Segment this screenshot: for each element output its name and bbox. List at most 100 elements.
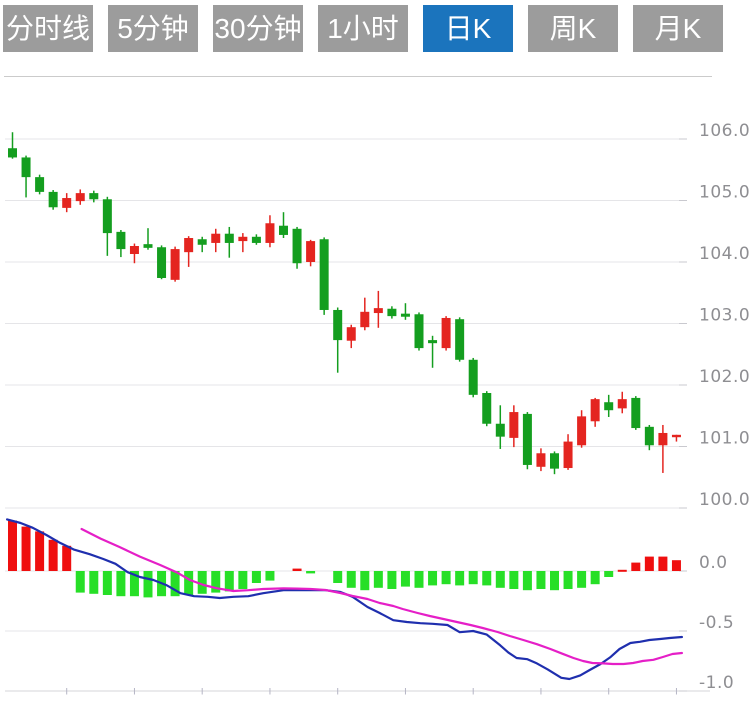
macd-bar-down <box>102 571 112 595</box>
candle <box>468 357 478 398</box>
macd-bar-up <box>631 562 641 571</box>
macd-bar-down <box>400 571 410 587</box>
candle <box>129 243 139 264</box>
period-tabbar: 分时线 5分钟 30分钟 1小时 日K 周K 月K <box>0 5 751 52</box>
candle <box>279 212 288 239</box>
candle <box>577 410 587 448</box>
price-axis-label: 101.0 <box>699 429 750 449</box>
price-axis-label: 106.0 <box>699 121 750 141</box>
candle <box>482 391 492 427</box>
candle <box>157 245 167 280</box>
macd-bar-down <box>89 571 99 594</box>
macd-bar-down <box>536 571 546 589</box>
price-gridlines: 106.0 105.0 104.0 103.0 102.0 101.0 100.0 <box>5 121 750 510</box>
macd-bar-down <box>224 571 234 592</box>
macd-bar-down <box>468 571 478 585</box>
candles-group <box>8 132 681 475</box>
candle <box>360 297 370 331</box>
candle <box>306 239 316 267</box>
candle <box>550 451 559 475</box>
macd-bar-up <box>21 526 31 571</box>
candle <box>184 236 194 267</box>
candle <box>671 434 681 442</box>
tab-timeline[interactable]: 分时线 <box>3 5 93 52</box>
macd-bar-up <box>658 556 668 571</box>
macd-axis-label: 0.0 <box>699 553 728 573</box>
macd-bar-down <box>522 571 532 591</box>
macd-bar-down <box>563 571 573 589</box>
candle <box>400 303 410 320</box>
candle <box>265 215 275 248</box>
candle <box>224 226 234 258</box>
candle <box>441 316 451 351</box>
candle <box>35 174 45 195</box>
macd-bar-down <box>455 571 465 586</box>
macd-bar-down <box>495 571 505 588</box>
macd-axis-label: -1.0 <box>699 673 734 693</box>
tab-5min[interactable]: 5分钟 <box>108 5 198 52</box>
macd-bar-down <box>333 571 343 583</box>
candle <box>292 226 302 269</box>
price-axis-label: 104.0 <box>699 244 750 264</box>
macd-bar-up <box>617 569 627 572</box>
macd-bar-up <box>62 545 72 571</box>
tab-weekly[interactable]: 周K <box>528 5 618 52</box>
macd-bar-down <box>116 571 126 597</box>
macd-bar-down <box>428 571 438 586</box>
x-axis-ticks <box>66 688 677 695</box>
candle <box>197 236 207 253</box>
tab-1hour[interactable]: 1小时 <box>318 5 408 52</box>
macd-bar-down <box>238 571 248 589</box>
macd-histogram <box>8 520 681 598</box>
macd-bar-up <box>292 568 302 571</box>
candle <box>143 228 153 250</box>
macd-bar-down <box>360 571 370 591</box>
macd-bar-down <box>414 571 424 588</box>
candle <box>495 405 505 449</box>
candle <box>89 190 99 203</box>
candle <box>75 189 85 205</box>
candle <box>333 307 343 373</box>
price-axis-label: 100.0 <box>699 490 750 510</box>
candle <box>604 394 614 417</box>
candle <box>102 196 112 256</box>
price-axis-label: 102.0 <box>699 367 750 387</box>
macd-bar-down <box>387 571 397 589</box>
macd-bar-down <box>143 571 153 598</box>
candle <box>617 391 627 414</box>
candle <box>536 448 546 472</box>
candle <box>48 190 58 210</box>
candle <box>346 324 356 349</box>
macd-bar-up <box>48 539 58 571</box>
macd-bar-down <box>346 571 356 588</box>
macd-axis-label: -0.5 <box>699 613 734 633</box>
macd-bar-down <box>184 571 194 595</box>
macd-bar-down <box>129 571 139 597</box>
macd-bar-down <box>604 571 614 577</box>
macd-bar-up <box>644 556 654 571</box>
price-axis-label: 103.0 <box>699 306 750 326</box>
candle <box>8 132 17 159</box>
macd-bar-down <box>509 571 519 589</box>
tab-daily[interactable]: 日K <box>423 5 513 52</box>
tabbar-separator <box>4 76 712 77</box>
macd-bar-down <box>590 571 600 585</box>
candle <box>644 424 654 451</box>
candle <box>509 405 519 448</box>
candle <box>170 246 180 282</box>
macd-bar-down <box>550 571 559 591</box>
macd-bar-down <box>265 571 275 581</box>
macd-bar-down <box>75 571 85 593</box>
macd-bar-down <box>482 571 492 586</box>
macd-bar-up <box>8 520 17 571</box>
candle <box>251 234 261 245</box>
dif-line <box>5 518 684 681</box>
tab-monthly[interactable]: 月K <box>633 5 723 52</box>
macd-bar-down <box>373 571 383 588</box>
candle <box>21 155 31 198</box>
candle <box>522 412 532 470</box>
tab-30min[interactable]: 30分钟 <box>213 5 303 52</box>
candle <box>116 230 126 258</box>
